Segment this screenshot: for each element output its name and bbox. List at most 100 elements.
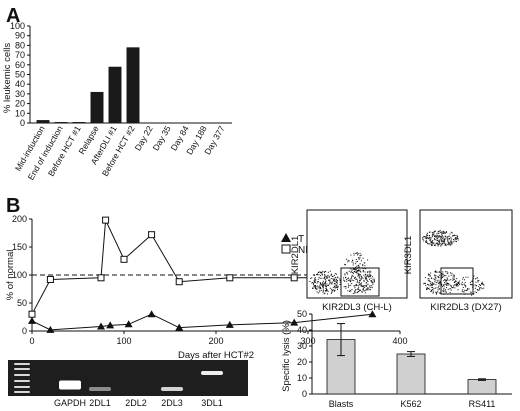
flow-event-dot xyxy=(453,282,455,284)
flow-event-dot xyxy=(437,239,439,241)
flow-event-dot xyxy=(428,284,430,286)
flow-event-dot xyxy=(426,241,428,243)
flow-event-dot xyxy=(479,284,481,286)
flow-event-dot xyxy=(442,230,444,232)
flow-event-dot xyxy=(348,260,350,262)
flow-event-dot xyxy=(470,291,472,293)
flow-event-dot xyxy=(450,274,452,276)
flow-event-dot xyxy=(446,231,448,233)
flow-event-dot xyxy=(458,282,460,284)
flow-event-dot xyxy=(442,271,444,273)
flow-event-dot xyxy=(354,269,356,271)
flow-event-dot xyxy=(352,259,354,261)
flow-event-dot xyxy=(433,288,435,290)
flow-event-dot xyxy=(474,284,476,286)
flow-event-dot xyxy=(466,290,468,292)
flow-event-dot xyxy=(370,280,372,282)
flow-event-dot xyxy=(477,280,479,282)
flow-event-dot xyxy=(444,275,446,277)
flow-event-dot xyxy=(317,292,319,294)
flow-event-dot xyxy=(359,254,361,256)
flow-event-dot xyxy=(437,289,439,291)
flow-event-dot xyxy=(446,282,448,284)
flow-event-dot xyxy=(354,292,356,294)
flow-event-dot xyxy=(462,286,464,288)
bar-a-y-tick-label: 40 xyxy=(15,79,25,89)
flow-event-dot xyxy=(358,264,360,266)
flow-event-dot xyxy=(435,275,437,277)
bar-a-y-tick-label: 20 xyxy=(15,99,25,109)
flow-event-dot xyxy=(370,271,372,273)
flow-event-dot xyxy=(357,288,359,290)
flow-event-dot xyxy=(437,231,439,233)
flow-event-dot xyxy=(425,235,427,237)
flow-event-dot xyxy=(333,279,335,281)
flow-event-dot xyxy=(322,280,324,282)
flow-event-dot xyxy=(323,293,325,295)
flow-event-dot xyxy=(425,282,427,284)
flow-event-dot xyxy=(358,269,360,271)
flow-event-dot xyxy=(454,240,456,242)
flow-event-dot xyxy=(447,235,449,237)
flow-event-dot xyxy=(439,282,441,284)
flow-event-dot xyxy=(443,240,445,242)
flow-event-dot xyxy=(362,288,364,290)
flow-event-dot xyxy=(352,292,354,294)
t-cell-point xyxy=(124,320,133,328)
nk-cell-point xyxy=(97,274,105,282)
gel-background xyxy=(8,360,248,396)
flow-event-dot xyxy=(444,279,446,281)
bar-a-y-tick-label: 90 xyxy=(15,31,25,41)
flow-event-dot xyxy=(319,282,321,284)
flow-event-dot xyxy=(476,288,478,290)
flow-event-dot xyxy=(316,288,318,290)
flow-event-dot xyxy=(359,271,361,273)
flow-event-dot xyxy=(364,265,366,267)
flow-event-dot xyxy=(431,278,433,280)
flow-event-dot xyxy=(432,239,434,241)
flow-event-dot xyxy=(430,242,432,244)
flow-event-dot xyxy=(373,280,375,282)
flow-event-dot xyxy=(360,275,362,277)
flow-event-dot xyxy=(425,241,427,243)
flow-event-dot xyxy=(372,278,374,280)
flow-event-dot xyxy=(344,264,346,266)
flow-event-dot xyxy=(311,282,313,284)
flow-event-dot xyxy=(359,269,361,271)
flow-event-dot xyxy=(361,291,363,293)
flow-event-dot xyxy=(454,235,456,237)
flow-event-dot xyxy=(369,275,371,277)
flow-event-dot xyxy=(456,235,458,237)
flow-event-dot xyxy=(335,286,337,288)
flow-event-dot xyxy=(316,274,318,276)
flow-event-dot xyxy=(364,262,366,264)
flow-event-dot xyxy=(429,285,431,287)
flow-event-dot xyxy=(442,285,444,287)
t-cell-point xyxy=(175,323,184,331)
flow-event-dot xyxy=(346,272,348,274)
flow-event-dot xyxy=(455,238,457,240)
flow-event-dot xyxy=(443,232,445,234)
flow-event-dot xyxy=(477,290,479,292)
flow-event-dot xyxy=(325,286,327,288)
flow-event-dot xyxy=(440,237,442,239)
flow-event-dot xyxy=(426,289,428,291)
rt-pcr-gel: GAPDH 2DL1 2DL2 2DL3 3DL1 xyxy=(8,360,248,408)
flow-event-dot xyxy=(317,273,319,275)
flow-event-dot xyxy=(449,241,451,243)
flow-event-dot xyxy=(422,237,424,239)
flow-event-dot xyxy=(320,283,322,285)
flow-event-dot xyxy=(476,277,478,279)
flow-event-dot xyxy=(438,241,440,243)
flow-event-dot xyxy=(354,291,356,293)
flow-event-dot xyxy=(432,283,434,285)
flow-event-dot xyxy=(446,283,448,285)
flow-event-dot xyxy=(355,284,357,286)
flow-event-dot xyxy=(439,236,441,238)
flow-right-y-label: KIR3DL1 xyxy=(403,236,414,275)
flow-event-dot xyxy=(327,274,329,276)
flow-event-dot xyxy=(361,291,363,293)
flow-event-dot xyxy=(438,239,440,241)
flow-event-dot xyxy=(362,285,364,287)
panel-b-letter: B xyxy=(6,195,20,217)
